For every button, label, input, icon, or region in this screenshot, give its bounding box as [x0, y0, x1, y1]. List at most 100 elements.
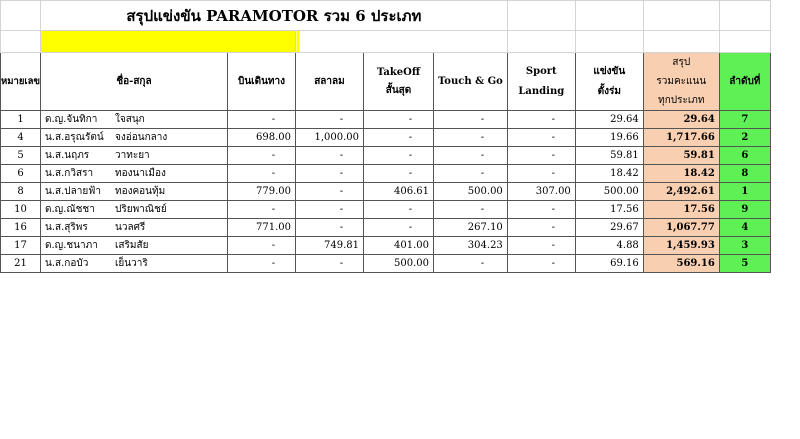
cell-name[interactable]: น.ส.กวิสรา ทองนาเมือง: [40, 164, 228, 183]
cell-total[interactable]: 17.56: [642, 200, 720, 219]
cell-slalom[interactable]: -: [295, 146, 364, 165]
cell[interactable]: [718, 30, 771, 53]
cell-rank[interactable]: 8: [718, 164, 771, 183]
cell-takeoff[interactable]: -: [363, 110, 434, 129]
cell-participate[interactable]: 18.42: [574, 164, 644, 183]
cell-takeoff[interactable]: 500.00: [363, 254, 434, 273]
cell-touch-go[interactable]: -: [433, 146, 508, 165]
cell-slalom[interactable]: 1,000.00: [295, 128, 364, 147]
cell-total[interactable]: 1,067.77: [642, 218, 720, 237]
cell-sport-landing[interactable]: -: [506, 218, 576, 237]
cell[interactable]: [0, 30, 41, 53]
cell-name[interactable]: ด.ญ.ชนาภา เสริมสัย: [40, 236, 228, 255]
cell-slalom[interactable]: -: [295, 200, 364, 219]
cell[interactable]: [574, 0, 644, 31]
cell-touch-go[interactable]: -: [433, 164, 508, 183]
cell-slalom[interactable]: 749.81: [295, 236, 364, 255]
cell-sport-landing[interactable]: 307.00: [506, 182, 576, 201]
cell-takeoff[interactable]: -: [363, 128, 434, 147]
cell[interactable]: [506, 30, 576, 53]
cell-number[interactable]: 17: [0, 236, 41, 255]
cell-sport-landing[interactable]: -: [506, 164, 576, 183]
cell-total[interactable]: 1,717.66: [642, 128, 720, 147]
cell-rank[interactable]: 1: [718, 182, 771, 201]
cell-slalom[interactable]: -: [295, 110, 364, 129]
cell-name[interactable]: น.ส.สุริพร นวลศรี: [40, 218, 228, 237]
cell-number[interactable]: 5: [0, 146, 41, 165]
cell-sport-landing[interactable]: -: [506, 254, 576, 273]
cell-cross-country[interactable]: -: [227, 146, 296, 165]
cell-name[interactable]: น.ส.ปลายฟ้า ทองคอนทุ้ม: [40, 182, 228, 201]
cell-cross-country[interactable]: -: [227, 164, 296, 183]
cell-touch-go[interactable]: 304.23: [433, 236, 508, 255]
cell-sport-landing[interactable]: -: [506, 128, 576, 147]
cell-number[interactable]: 6: [0, 164, 41, 183]
cell-participate[interactable]: 69.16: [574, 254, 644, 273]
cell-sport-landing[interactable]: -: [506, 200, 576, 219]
cell-participate[interactable]: 29.64: [574, 110, 644, 129]
cell-participate[interactable]: 4.88: [574, 236, 644, 255]
cell-name[interactable]: น.ส.อรุณรัตน์ จงอ่อนกลาง: [40, 128, 228, 147]
cell-takeoff[interactable]: -: [363, 200, 434, 219]
cell-participate[interactable]: 29.67: [574, 218, 644, 237]
cell[interactable]: [295, 30, 508, 53]
cell-cross-country[interactable]: 698.00: [227, 128, 296, 147]
cell-rank[interactable]: 9: [718, 200, 771, 219]
cell-sport-landing[interactable]: -: [506, 146, 576, 165]
cell-participate[interactable]: 17.56: [574, 200, 644, 219]
cell-cross-country[interactable]: -: [227, 110, 296, 129]
cell-rank[interactable]: 7: [718, 110, 771, 129]
cell-participate[interactable]: 19.66: [574, 128, 644, 147]
cell[interactable]: [506, 0, 576, 31]
cell-takeoff[interactable]: -: [363, 164, 434, 183]
cell-total[interactable]: 569.16: [642, 254, 720, 273]
yellow-highlight-bar[interactable]: [40, 30, 296, 53]
cell-rank[interactable]: 5: [718, 254, 771, 273]
cell-number[interactable]: 1: [0, 110, 41, 129]
cell-name[interactable]: น.ส.นฤภร วาทะยา: [40, 146, 228, 165]
cell-participate[interactable]: 59.81: [574, 146, 644, 165]
cell-number[interactable]: 10: [0, 200, 41, 219]
cell-name[interactable]: ด.ญ.ณัชชา ปริยพาณิชย์: [40, 200, 228, 219]
spreadsheet[interactable]: สรุปแข่งขัน PARAMOTOR รวม 6 ประเภท หมายเ…: [0, 0, 771, 273]
cell-takeoff[interactable]: 401.00: [363, 236, 434, 255]
cell-total[interactable]: 2,492.61: [642, 182, 720, 201]
cell-touch-go[interactable]: -: [433, 200, 508, 219]
cell-touch-go[interactable]: 500.00: [433, 182, 508, 201]
cell-rank[interactable]: 4: [718, 218, 771, 237]
cell-takeoff[interactable]: -: [363, 146, 434, 165]
cell-slalom[interactable]: -: [295, 164, 364, 183]
cell-number[interactable]: 21: [0, 254, 41, 273]
cell-total[interactable]: 29.64: [642, 110, 720, 129]
cell-name[interactable]: น.ส.กอบัว เย็นวาริ: [40, 254, 228, 273]
cell[interactable]: [642, 30, 720, 53]
cell-total[interactable]: 59.81: [642, 146, 720, 165]
cell-cross-country[interactable]: -: [227, 200, 296, 219]
cell-number[interactable]: 4: [0, 128, 41, 147]
cell-number[interactable]: 16: [0, 218, 41, 237]
cell[interactable]: [574, 30, 644, 53]
cell[interactable]: [0, 0, 41, 31]
cell-touch-go[interactable]: -: [433, 128, 508, 147]
cell-number[interactable]: 8: [0, 182, 41, 201]
cell-touch-go[interactable]: -: [433, 254, 508, 273]
cell-total[interactable]: 18.42: [642, 164, 720, 183]
cell-takeoff[interactable]: -: [363, 218, 434, 237]
cell-cross-country[interactable]: -: [227, 236, 296, 255]
cell-sport-landing[interactable]: -: [506, 236, 576, 255]
cell-rank[interactable]: 2: [718, 128, 771, 147]
cell-cross-country[interactable]: 771.00: [227, 218, 296, 237]
cell-touch-go[interactable]: 267.10: [433, 218, 508, 237]
cell-sport-landing[interactable]: -: [506, 110, 576, 129]
cell-slalom[interactable]: -: [295, 182, 364, 201]
cell-slalom[interactable]: -: [295, 254, 364, 273]
cell-name[interactable]: ด.ญ.จันทิกา ใจสนุก: [40, 110, 228, 129]
cell[interactable]: [718, 0, 771, 31]
cell[interactable]: [642, 0, 720, 31]
cell-touch-go[interactable]: -: [433, 110, 508, 129]
cell-total[interactable]: 1,459.93: [642, 236, 720, 255]
cell-cross-country[interactable]: 779.00: [227, 182, 296, 201]
cell-slalom[interactable]: -: [295, 218, 364, 237]
cell-participate[interactable]: 500.00: [574, 182, 644, 201]
cell-rank[interactable]: 3: [718, 236, 771, 255]
